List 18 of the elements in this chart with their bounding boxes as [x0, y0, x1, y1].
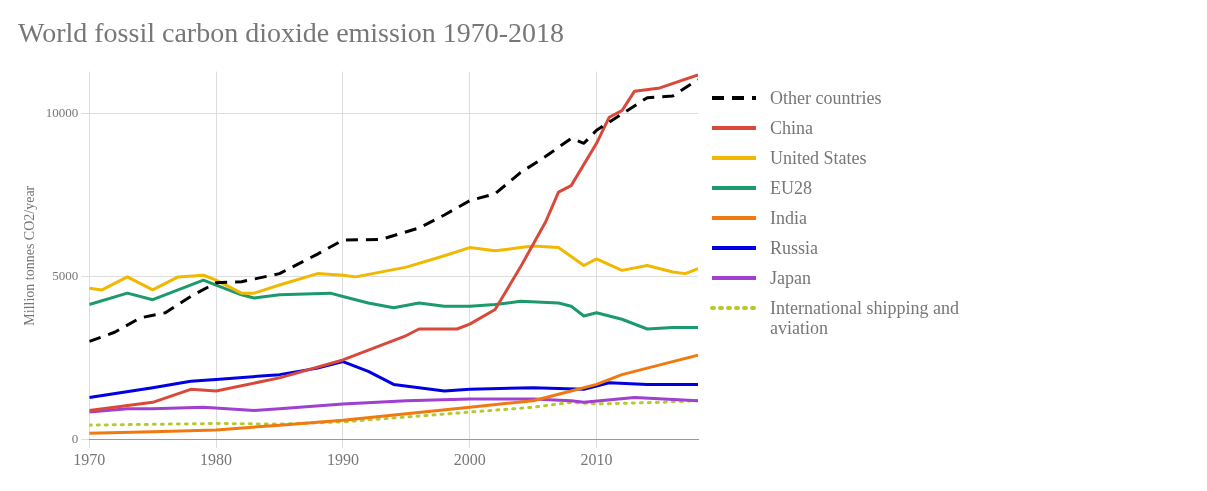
legend-label: China	[770, 118, 813, 138]
x-tick-label: 1990	[326, 450, 359, 468]
legend-label: United States	[770, 148, 867, 168]
x-tick-label: 2000	[453, 450, 486, 468]
y-tick-label: 10000	[45, 105, 79, 121]
chart-title: World fossil carbon dioxide emission 1970-2018	[18, 17, 565, 49]
y-tick-label: 5000	[52, 268, 79, 284]
legend-label: Japan	[770, 268, 811, 288]
y-axis-title: Million tonnes CO2/year	[22, 185, 38, 326]
y-tick-label: 0	[71, 431, 79, 447]
legend-label: India	[770, 208, 807, 228]
legend-label: Other countries	[770, 88, 882, 108]
legend-label: International shipping and aviation	[770, 298, 960, 338]
legend-label: Russia	[770, 238, 819, 258]
legend-label: EU28	[770, 178, 812, 198]
x-tick-label: 1980	[200, 450, 233, 468]
x-tick-label: 1970	[73, 450, 106, 468]
x-tick-label: 2010	[580, 450, 613, 468]
